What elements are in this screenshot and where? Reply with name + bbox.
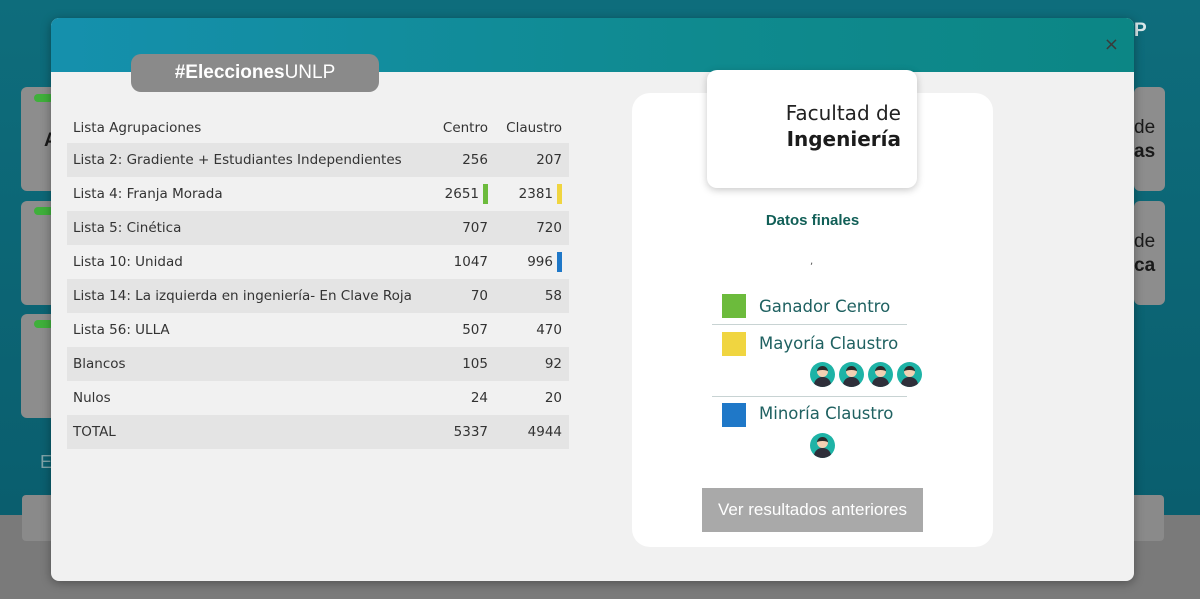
hashtag-badge: #EleccionesUNLP bbox=[131, 54, 379, 92]
background-status-pill bbox=[34, 207, 54, 215]
background-text: E bbox=[40, 452, 53, 472]
background-card bbox=[1134, 201, 1165, 305]
hashtag-bold: #Elecciones bbox=[174, 62, 285, 83]
table-row: Lista 10: Unidad 1047 996 bbox=[67, 245, 569, 279]
background-text: de bbox=[1134, 231, 1156, 252]
row-name: Nulos bbox=[73, 390, 111, 406]
table-row: Blancos 105 92 bbox=[67, 347, 569, 381]
minoria-claustro-swatch bbox=[722, 403, 746, 427]
seat-icon bbox=[897, 362, 922, 387]
row-claustro: 720 bbox=[495, 211, 569, 245]
seat-icon bbox=[810, 433, 835, 458]
row-name: Lista 56: ULLA bbox=[73, 322, 170, 338]
row-claustro: 2381 bbox=[518, 186, 553, 202]
table-row: Lista 14: La izquierda en ingeniería- En… bbox=[67, 279, 569, 313]
legend-mayoria-claustro: Mayoría Claustro bbox=[722, 331, 908, 361]
faculty-name-line1: Facultad de bbox=[785, 101, 901, 125]
row-name: TOTAL bbox=[67, 415, 427, 449]
results-table: Lista Agrupaciones Centro Claustro Lista… bbox=[67, 113, 569, 449]
table-row: Lista 2: Gradiente + Estudiantes Indepen… bbox=[67, 143, 569, 177]
minoria-seats bbox=[810, 433, 835, 458]
background-text: as bbox=[1134, 141, 1156, 162]
row-centro: 707 bbox=[427, 211, 495, 245]
row-centro: 5337 bbox=[427, 415, 495, 449]
row-centro: 70 bbox=[427, 279, 495, 313]
ganador-centro-marker bbox=[483, 184, 488, 204]
row-claustro: 207 bbox=[495, 143, 569, 177]
legend-label: Ganador Centro bbox=[759, 297, 891, 316]
legend-label: Mayoría Claustro bbox=[759, 334, 899, 353]
background-text: P bbox=[1134, 20, 1147, 41]
hashtag-rest: UNLP bbox=[284, 62, 336, 83]
row-name: Lista 10: Unidad bbox=[73, 254, 183, 270]
header-centro: Centro bbox=[442, 120, 488, 136]
legend-label: Minoría Claustro bbox=[759, 404, 894, 423]
row-centro: 256 bbox=[427, 143, 495, 177]
table-header-row: Lista Agrupaciones Centro Claustro bbox=[67, 113, 569, 143]
faculty-card: Facultad de Ingeniería bbox=[707, 70, 917, 188]
row-name: Lista 14: La izquierda en ingeniería- En… bbox=[67, 279, 427, 313]
row-centro: 105 bbox=[427, 347, 495, 381]
mayoria-claustro-swatch bbox=[722, 332, 746, 356]
seat-icon bbox=[868, 362, 893, 387]
table-row: Lista 4: Franja Morada 2651 2381 bbox=[67, 177, 569, 211]
row-name: Lista 4: Franja Morada bbox=[73, 186, 223, 202]
legend-ganador-centro: Ganador Centro bbox=[722, 292, 908, 322]
table-row-total: TOTAL 5337 4944 bbox=[67, 415, 569, 449]
separator-mark: , bbox=[810, 256, 814, 267]
seat-icon bbox=[839, 362, 864, 387]
mayoria-seats bbox=[810, 362, 922, 387]
row-claustro: 4944 bbox=[495, 415, 569, 449]
ganador-centro-swatch bbox=[722, 294, 746, 318]
background-text: ca bbox=[1134, 255, 1156, 276]
legend-divider bbox=[712, 324, 907, 325]
row-name: Lista 2: Gradiente + Estudiantes Indepen… bbox=[67, 143, 427, 177]
row-centro: 2651 bbox=[444, 186, 479, 202]
legend-minoria-claustro: Minoría Claustro bbox=[722, 401, 908, 431]
row-name: Blancos bbox=[67, 347, 427, 381]
row-claustro: 92 bbox=[495, 347, 569, 381]
header-claustro: Claustro bbox=[506, 120, 562, 136]
row-centro-cell: 2651 bbox=[427, 177, 495, 211]
row-claustro-cell: 2381 bbox=[495, 177, 569, 211]
background-status-pill bbox=[34, 320, 54, 328]
mayoria-claustro-marker bbox=[557, 184, 562, 204]
background-text: de bbox=[1134, 117, 1156, 138]
header-lista: Lista Agrupaciones bbox=[73, 120, 202, 136]
table-row: Lista 5: Cinética 707 720 bbox=[67, 211, 569, 245]
status-title: Datos finales bbox=[765, 212, 860, 229]
row-name: Lista 5: Cinética bbox=[67, 211, 427, 245]
background-card bbox=[1134, 87, 1165, 191]
row-claustro: 58 bbox=[495, 279, 569, 313]
table-row: Nulos 24 20 bbox=[67, 381, 569, 415]
legend-divider bbox=[712, 396, 907, 397]
table-row: Lista 56: ULLA 507 470 bbox=[67, 313, 569, 347]
previous-results-button[interactable]: Ver resultados anteriores bbox=[702, 488, 923, 532]
row-claustro: 996 bbox=[527, 254, 553, 270]
row-centro: 24 bbox=[470, 390, 488, 406]
close-button[interactable]: × bbox=[1103, 34, 1119, 55]
row-centro: 1047 bbox=[453, 254, 488, 270]
row-claustro-cell: 996 bbox=[495, 245, 569, 279]
row-claustro: 20 bbox=[544, 390, 562, 406]
faculty-name-line2: Ingeniería bbox=[786, 127, 901, 151]
seat-icon bbox=[810, 362, 835, 387]
background-status-pill bbox=[34, 94, 54, 102]
minoria-claustro-marker bbox=[557, 252, 562, 272]
row-centro: 507 bbox=[462, 322, 488, 338]
row-claustro: 470 bbox=[536, 322, 562, 338]
